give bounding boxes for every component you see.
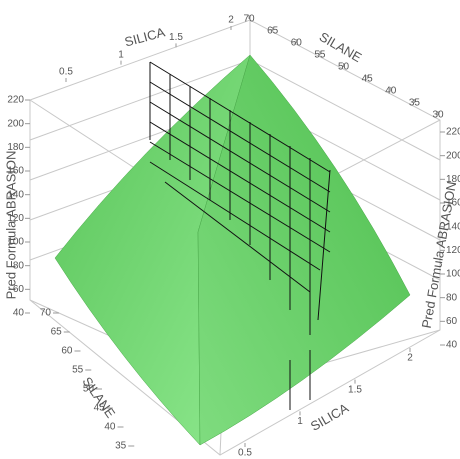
tick-label: 120 bbox=[446, 245, 460, 256]
tick-label: 2 bbox=[228, 15, 234, 26]
tick-label: 50 bbox=[83, 384, 95, 395]
tick-label: 1 bbox=[118, 49, 124, 60]
tick-label: 40 bbox=[104, 422, 116, 433]
tick-label: 80 bbox=[446, 292, 458, 303]
mesh bbox=[149, 61, 331, 410]
tick-label: 200 bbox=[7, 118, 24, 129]
tick-label: 70 bbox=[40, 308, 52, 319]
surface bbox=[54, 54, 411, 446]
tick-label: 120 bbox=[7, 213, 24, 224]
tick-label: 30 bbox=[432, 110, 444, 121]
tick-label: 100 bbox=[446, 269, 460, 280]
tick-label: 35 bbox=[409, 98, 421, 109]
tick-label: 0.5 bbox=[59, 67, 73, 78]
tick-label: 65 bbox=[51, 327, 63, 338]
tick-label: 220 bbox=[446, 127, 460, 138]
tick-label: 0.5 bbox=[238, 448, 252, 459]
tick-label: 1.5 bbox=[348, 384, 362, 395]
tick-label: 100 bbox=[7, 237, 24, 248]
tick-label: 140 bbox=[7, 189, 24, 200]
tick-label: 60 bbox=[61, 346, 73, 357]
tick-label: 40 bbox=[385, 86, 397, 97]
tick-label: 70 bbox=[243, 14, 255, 25]
tick-label: 55 bbox=[72, 365, 84, 376]
tick-label: 2 bbox=[407, 353, 413, 364]
tick-label: 160 bbox=[7, 166, 24, 177]
tick-label: 45 bbox=[94, 403, 106, 414]
axis-title: SILANE bbox=[79, 374, 118, 421]
tick-label: 200 bbox=[446, 150, 460, 161]
axis-title: Pred Formula ABRASION bbox=[3, 151, 18, 300]
tick-label: 80 bbox=[13, 260, 25, 271]
tick-label: 220 bbox=[7, 95, 24, 106]
tick-label: 160 bbox=[446, 198, 460, 209]
tick-label: 40 bbox=[446, 340, 458, 351]
tick-label: 45 bbox=[362, 74, 374, 85]
axis-title: SILICA bbox=[123, 24, 167, 49]
axis-title: SILICA bbox=[308, 400, 351, 434]
tick-label: 180 bbox=[446, 174, 460, 185]
tick-label: 180 bbox=[7, 142, 24, 153]
tick-label: 1.5 bbox=[169, 32, 183, 43]
tick-label: 55 bbox=[314, 50, 326, 61]
tick-label: 65 bbox=[267, 26, 279, 37]
tick-label: 50 bbox=[338, 62, 350, 73]
tick-label: 60 bbox=[446, 316, 458, 327]
tick-label: 140 bbox=[446, 221, 460, 232]
tick-label: 1 bbox=[297, 416, 303, 427]
tick-label: 60 bbox=[13, 284, 25, 295]
tick-label: 40 bbox=[13, 308, 25, 319]
tick-label: 35 bbox=[115, 441, 127, 452]
tick-label: 60 bbox=[291, 38, 303, 49]
